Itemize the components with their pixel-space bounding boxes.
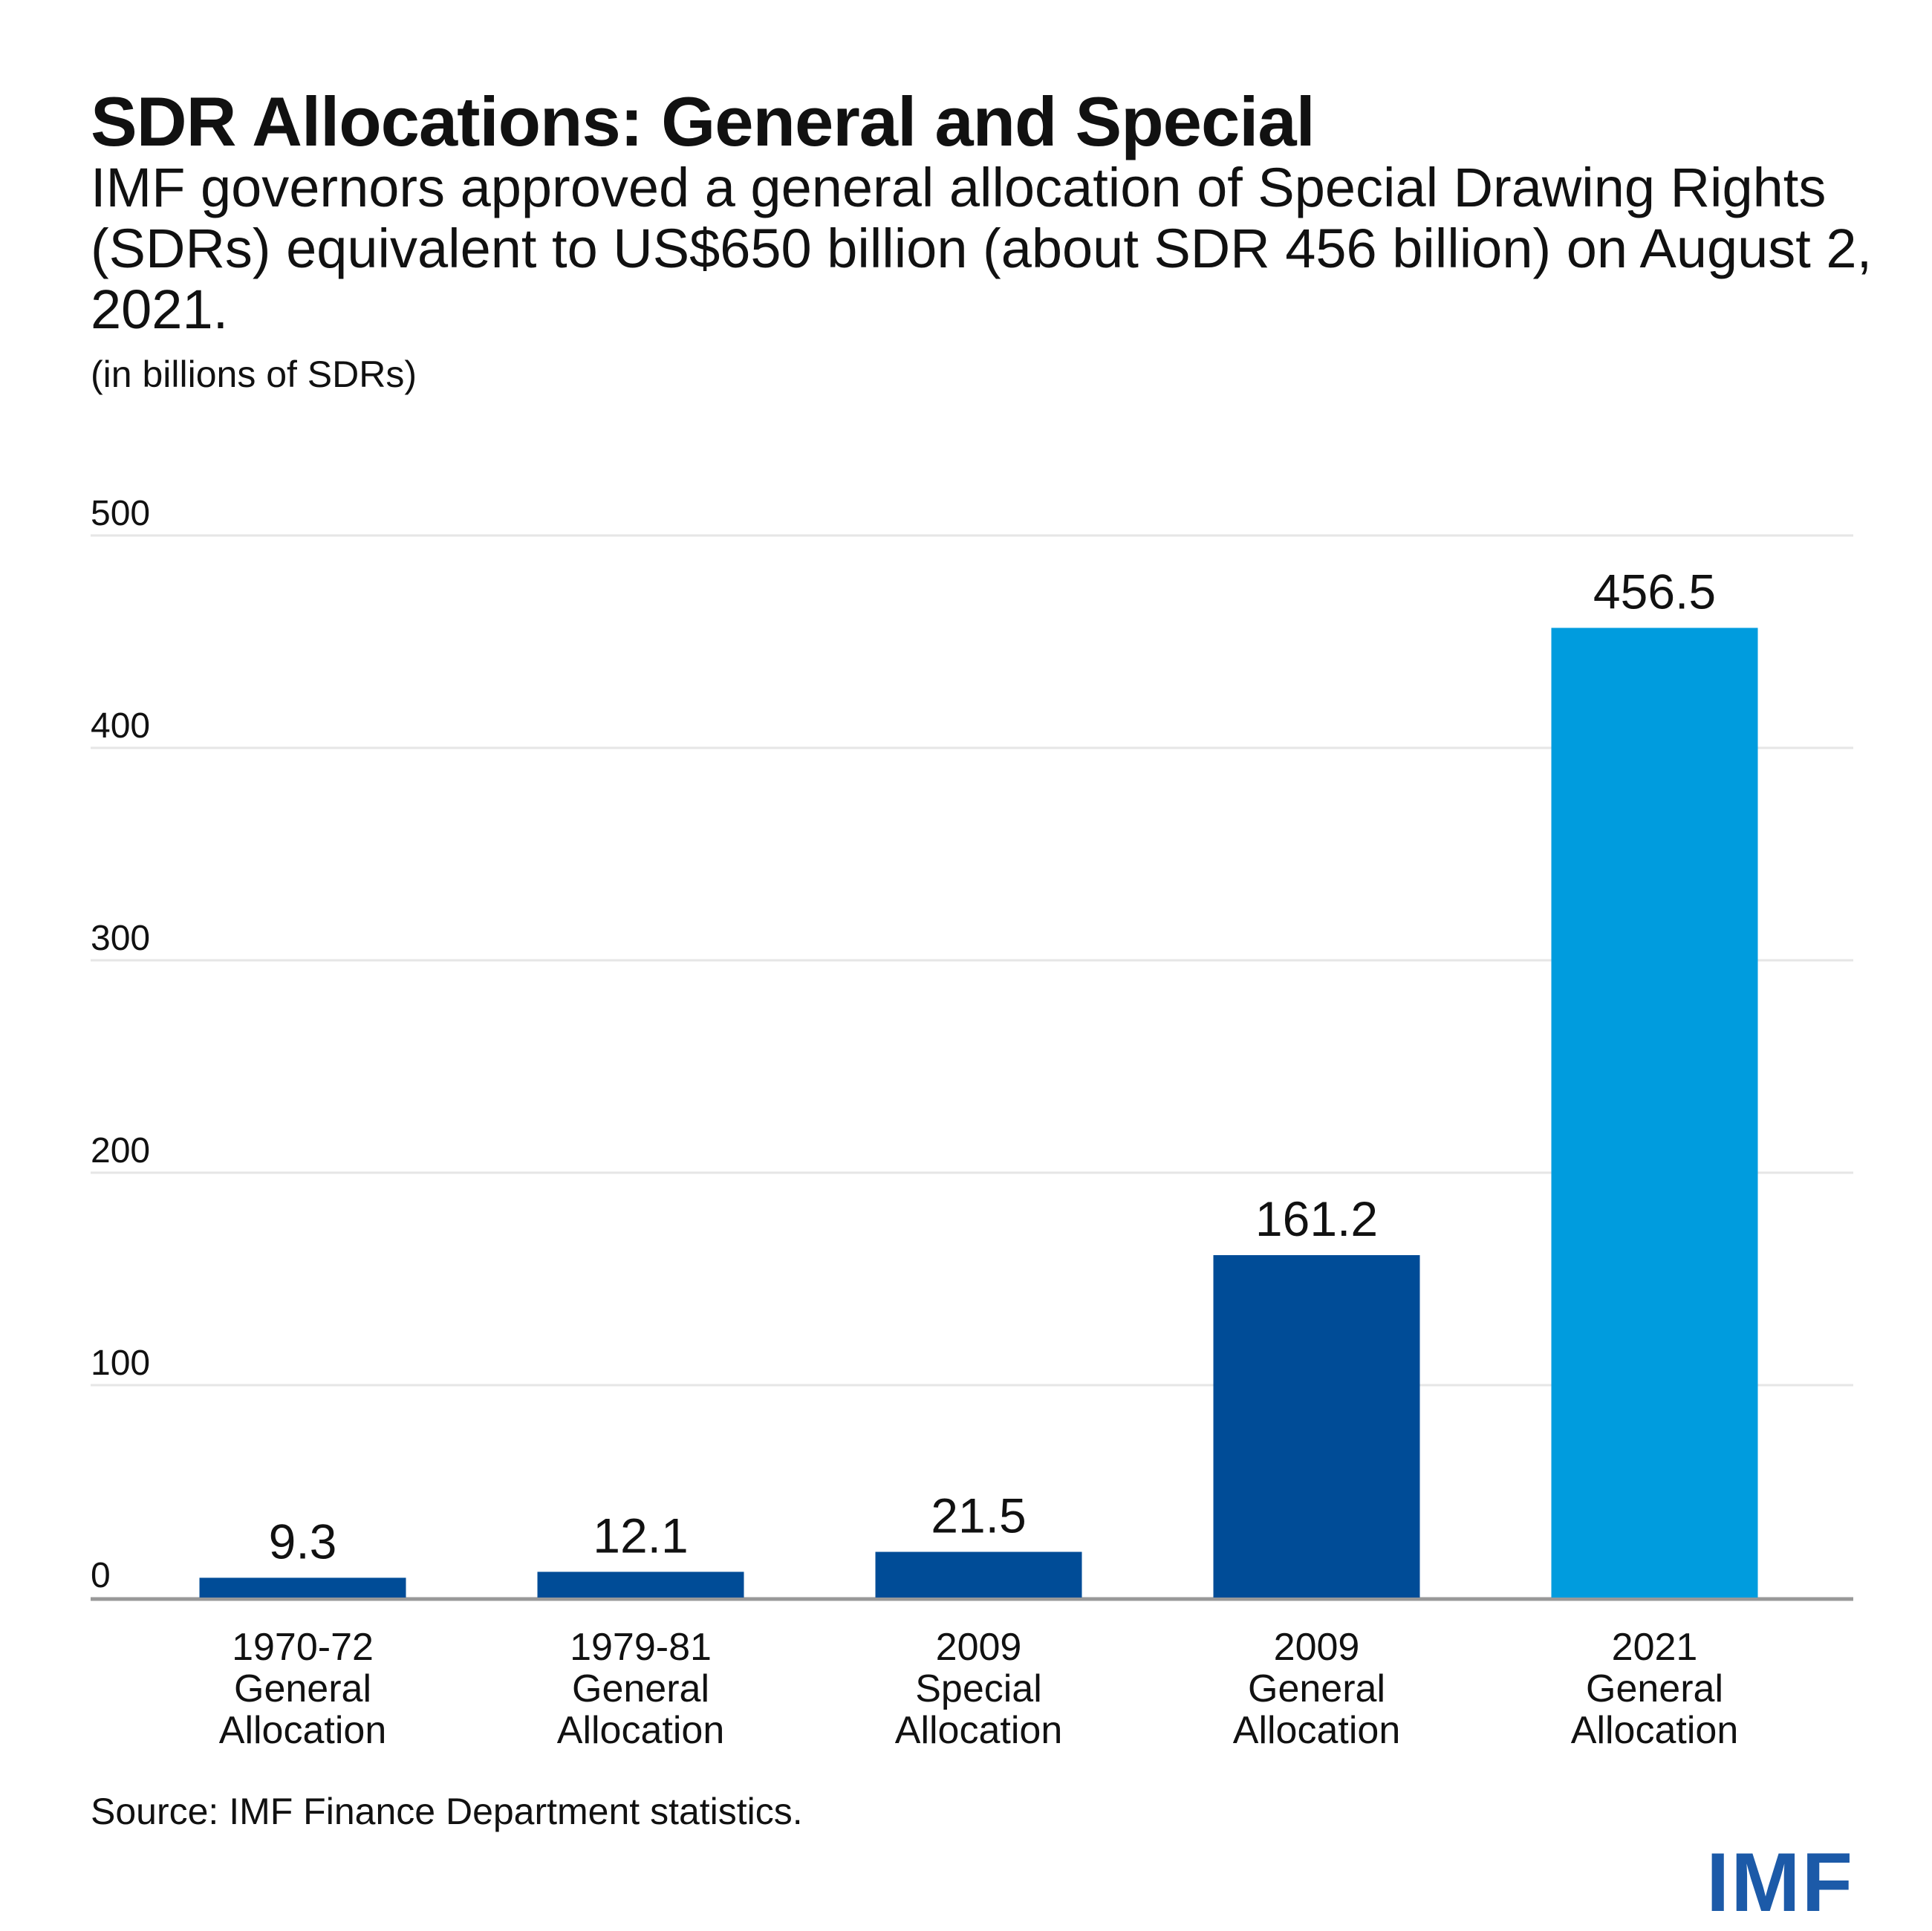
bar [1551, 628, 1758, 1598]
category-label: Allocation [557, 1709, 724, 1752]
chart-subtitle: IMF governors approved a general allocat… [91, 157, 1873, 340]
category-label: Allocation [219, 1709, 386, 1752]
bar [1213, 1254, 1420, 1598]
category-label: Allocation [895, 1709, 1062, 1752]
category-label: Allocation [1571, 1709, 1738, 1752]
category-label: General [572, 1667, 709, 1710]
bar [875, 1551, 1082, 1598]
value-label: 12.1 [593, 1508, 688, 1563]
category-label: Special [915, 1667, 1042, 1710]
bar-chart: 0 100 200 300 400 500 9.3 12.1 21.5 161.2 456.5 1… [91, 494, 1853, 1752]
value-label: 9.3 [269, 1514, 337, 1569]
source-note: Source: IMF Finance Department statistic… [91, 1791, 803, 1832]
chart-title: SDR Allocations: General and Special [91, 82, 1315, 160]
category-label: 2009 [936, 1626, 1022, 1669]
y-tick-label: 200 [91, 1131, 150, 1170]
bar [199, 1577, 406, 1598]
value-label: 456.5 [1593, 564, 1716, 619]
category-label: Allocation [1233, 1709, 1400, 1752]
category-label: 2009 [1274, 1626, 1360, 1669]
bars [199, 628, 1758, 1598]
imf-logo: IMF [1706, 1836, 1854, 1929]
bar [537, 1572, 744, 1598]
y-tick-label: 400 [91, 706, 150, 746]
y-tick-label: 0 [91, 1556, 111, 1595]
category-label: General [1248, 1667, 1385, 1710]
value-label: 161.2 [1255, 1191, 1378, 1246]
category-label: General [234, 1667, 371, 1710]
y-tick-label: 100 [91, 1344, 150, 1383]
y-tick-label: 500 [91, 494, 150, 533]
value-labels: 9.3 12.1 21.5 161.2 456.5 [269, 564, 1716, 1569]
category-labels: 1970-72GeneralAllocation1979-81GeneralAl… [219, 1626, 1738, 1752]
unit-label: (in billions of SDRs) [91, 354, 417, 395]
gridlines: 0 100 200 300 400 500 [91, 494, 1853, 1601]
category-label: General [1586, 1667, 1723, 1710]
value-label: 21.5 [931, 1488, 1026, 1543]
category-label: 1970-72 [232, 1626, 374, 1669]
y-tick-label: 300 [91, 919, 150, 958]
category-label: 2021 [1612, 1626, 1698, 1669]
category-label: 1979-81 [570, 1626, 712, 1669]
